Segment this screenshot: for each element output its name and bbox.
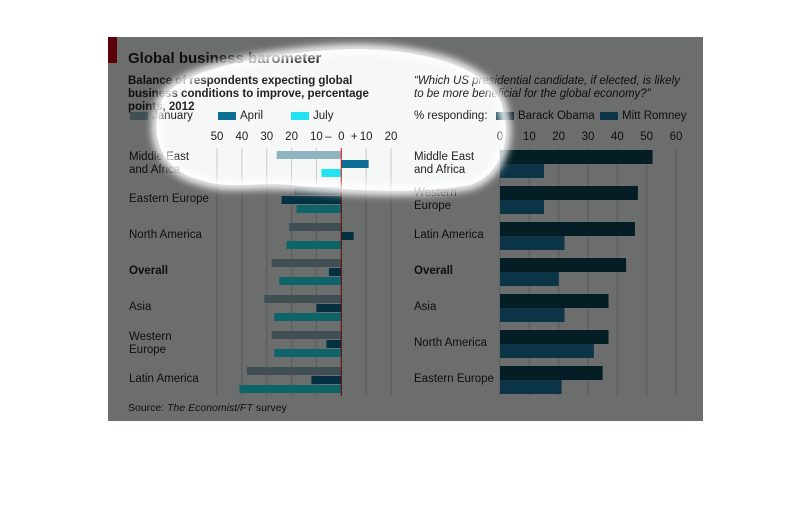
bar bbox=[500, 366, 603, 380]
legend-label: Mitt Romney bbox=[622, 110, 687, 122]
category-label: Western Europe bbox=[414, 187, 457, 212]
category-label: Overall bbox=[414, 265, 453, 277]
x-tick-label: 0 bbox=[497, 131, 503, 143]
bar bbox=[271, 331, 342, 339]
bar bbox=[311, 376, 342, 384]
bar bbox=[321, 169, 342, 177]
bar bbox=[500, 330, 609, 344]
bar bbox=[500, 272, 559, 286]
bar bbox=[500, 258, 627, 272]
x-tick-label: 20 bbox=[552, 131, 565, 143]
bar bbox=[239, 385, 342, 393]
bar bbox=[246, 367, 342, 375]
x-tick-label: 10 bbox=[310, 131, 323, 143]
category-label: Asia bbox=[129, 301, 152, 313]
category-label: Overall bbox=[129, 265, 168, 277]
legend-title: % responding: bbox=[414, 110, 488, 122]
category-label: Latin America bbox=[414, 229, 484, 241]
bar bbox=[500, 294, 609, 308]
bar bbox=[276, 151, 342, 159]
source-prefix: Source: bbox=[128, 402, 165, 414]
category-label: Eastern Europe bbox=[129, 193, 209, 205]
source-suffix: survey bbox=[255, 402, 287, 414]
bar bbox=[274, 313, 342, 321]
bar bbox=[264, 295, 342, 303]
x-tick-label: 40 bbox=[235, 131, 248, 143]
bar bbox=[500, 308, 565, 322]
x-tick-label: 60 bbox=[670, 131, 683, 143]
bar bbox=[279, 277, 342, 285]
category-label: Eastern Europe bbox=[414, 373, 494, 385]
bar bbox=[500, 164, 544, 178]
legend-label: Barack Obama bbox=[518, 110, 595, 122]
bar bbox=[328, 268, 342, 276]
x-tick-label: 30 bbox=[582, 131, 595, 143]
x-tick-label: 40 bbox=[611, 131, 624, 143]
x-tick-label: 10 bbox=[523, 131, 536, 143]
category-label: North America bbox=[414, 337, 487, 349]
bar bbox=[294, 187, 342, 195]
bar bbox=[281, 196, 342, 204]
bar bbox=[500, 380, 562, 394]
minus-sign: – bbox=[325, 131, 332, 143]
bar bbox=[500, 236, 565, 250]
bar bbox=[326, 340, 342, 348]
x-tick-label: 50 bbox=[211, 131, 224, 143]
source-italic: The Economist/FT bbox=[167, 402, 253, 414]
right-subtitle: “Which US presidential candidate, if ele… bbox=[414, 75, 680, 100]
bar bbox=[271, 259, 342, 267]
category-label: Latin America bbox=[129, 373, 199, 385]
legend-swatch bbox=[496, 112, 514, 120]
red-tab bbox=[108, 37, 117, 63]
category-label: Western Europe bbox=[129, 331, 172, 356]
plus-sign: + bbox=[351, 131, 358, 143]
bar bbox=[500, 344, 594, 358]
bar bbox=[500, 150, 653, 164]
bar bbox=[341, 160, 369, 168]
x-tick-label: 0 bbox=[338, 131, 344, 143]
bar bbox=[296, 205, 342, 213]
chart-title: Global business barometer bbox=[128, 50, 322, 67]
category-label: Asia bbox=[414, 301, 437, 313]
x-tick-label: 20 bbox=[285, 131, 298, 143]
source: Source: The Economist/FT survey bbox=[128, 402, 287, 415]
x-tick-label: 20 bbox=[385, 131, 398, 143]
left-subtitle: Balance of respondents expecting global … bbox=[128, 75, 369, 113]
category-label: Middle East and Africa bbox=[414, 151, 475, 176]
bar bbox=[286, 241, 342, 249]
x-tick-label: 10 bbox=[360, 131, 373, 143]
bar bbox=[500, 186, 638, 200]
legend-swatch bbox=[600, 112, 618, 120]
x-tick-label: 30 bbox=[260, 131, 273, 143]
bar bbox=[500, 222, 635, 236]
x-tick-label: 50 bbox=[640, 131, 653, 143]
bar bbox=[289, 223, 342, 231]
bar bbox=[274, 349, 342, 357]
bar bbox=[341, 232, 354, 240]
bar bbox=[500, 200, 544, 214]
category-label: Middle East and Africa bbox=[129, 151, 190, 176]
bar bbox=[316, 304, 342, 312]
category-label: North America bbox=[129, 229, 202, 241]
